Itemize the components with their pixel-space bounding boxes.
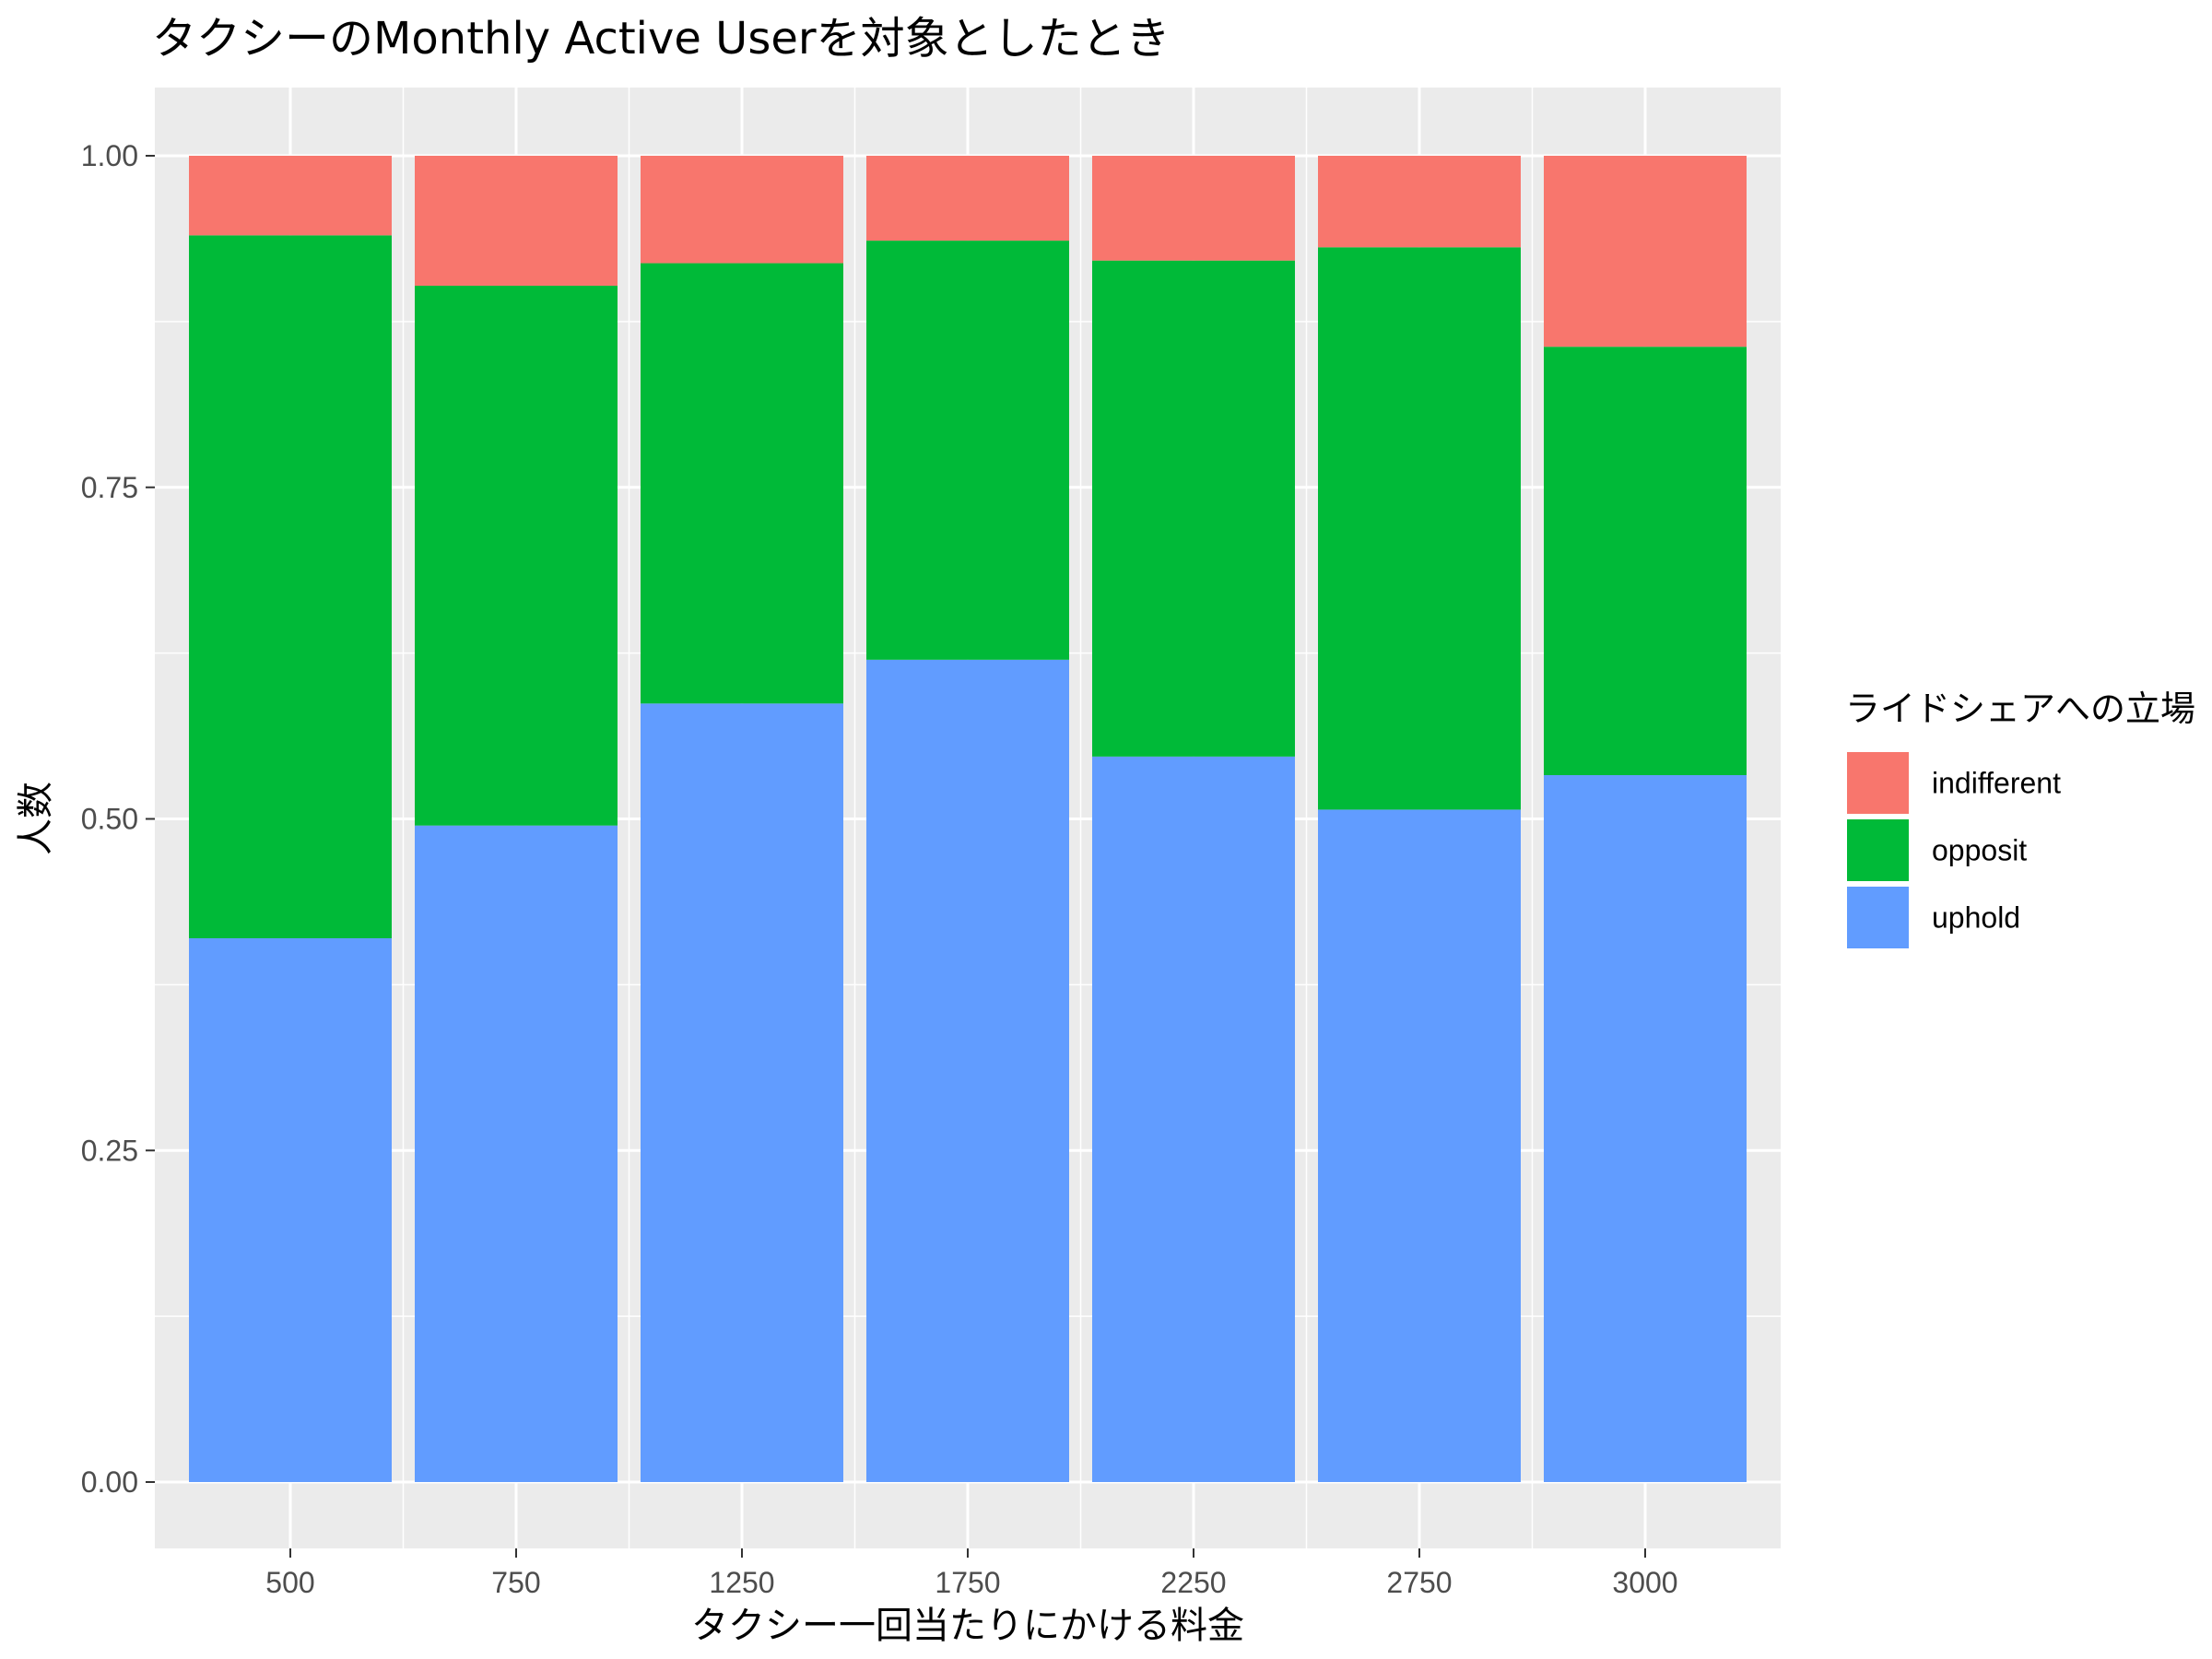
legend-key-uphold [1845,885,1911,950]
legend: ライドシェアへの立場 indifferent opposit uphold [1845,688,2195,950]
legend-label-uphold: uphold [1932,901,2020,935]
legend-label-opposit: opposit [1932,834,2027,867]
y-axis-title: 人数 [15,782,57,855]
y-tick-label: 0.75 [81,471,138,504]
x-tick-label: 1250 [709,1566,774,1599]
legend-title: ライドシェアへの立場 [1845,688,2195,729]
x-tick-label: 2750 [1386,1566,1452,1599]
x-tick-label: 500 [265,1566,314,1599]
bar-uphold-2250 [1092,756,1295,1482]
bar-indifferent-2250 [1092,156,1295,261]
bar-indifferent-500 [189,156,392,236]
y-axis: 0.00 0.25 0.50 0.75 1.00 [81,139,155,1499]
legend-label-indifferent: indifferent [1932,767,2061,800]
bar-opposit-500 [189,235,392,939]
bar-indifferent-3000 [1544,156,1747,347]
bar-indifferent-1750 [866,156,1069,241]
legend-key-opposit [1845,818,1911,883]
bar-opposit-3000 [1544,347,1747,776]
legend-key-indifferent [1845,750,1911,816]
x-tick-label: 1750 [935,1566,1000,1599]
bar-uphold-750 [415,825,618,1482]
bar-opposit-1250 [641,263,843,704]
x-tick-label: 2250 [1160,1566,1226,1599]
x-tick-label: 3000 [1612,1566,1677,1599]
bar-uphold-1250 [641,703,843,1482]
bar-indifferent-750 [415,156,618,287]
bar-indifferent-2750 [1318,156,1521,248]
bars [189,156,1747,1482]
x-axis: 500 750 1250 1750 2250 2750 3000 [265,1548,1678,1599]
x-axis-title: タクシー一回当たりにかける料金 [691,1605,1244,1647]
bar-opposit-750 [415,286,618,826]
x-tick-label: 750 [491,1566,540,1599]
bar-uphold-2750 [1318,809,1521,1482]
y-tick-label: 0.50 [81,803,138,836]
bar-opposit-2250 [1092,260,1295,757]
bar-indifferent-1250 [641,156,843,264]
bar-uphold-3000 [1544,775,1747,1482]
bar-opposit-1750 [866,241,1069,660]
y-tick-label: 1.00 [81,139,138,172]
bar-uphold-1750 [866,659,1069,1482]
chart-title: タクシーのMonthly Active Userを対象としたとき [152,13,1171,65]
bar-opposit-2750 [1318,247,1521,810]
bar-uphold-500 [189,938,392,1482]
y-tick-label: 0.00 [81,1465,138,1499]
y-tick-label: 0.25 [81,1134,138,1167]
